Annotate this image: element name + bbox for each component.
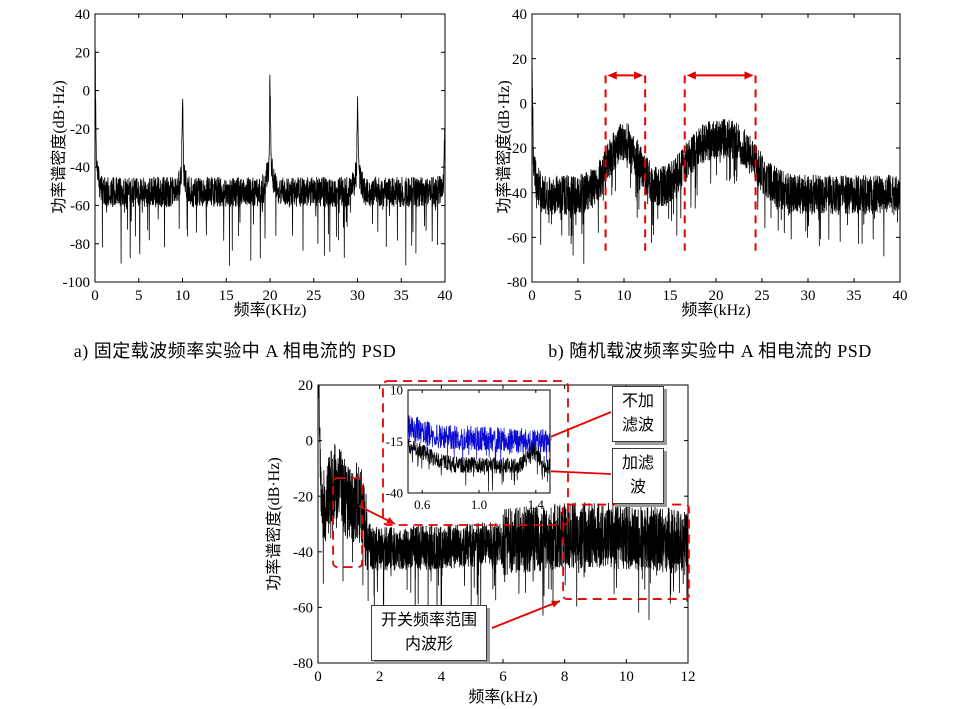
y-tick-label: -80 <box>293 656 313 672</box>
y-tick-label: 0 <box>83 84 91 100</box>
y-tick-label: -60 <box>293 601 313 617</box>
x-tick-label: 35 <box>394 288 409 304</box>
highlight-rect <box>562 503 690 600</box>
x-tick-label: 15 <box>663 288 678 304</box>
x-tick-label: 10 <box>175 288 190 304</box>
plot-b-ylabel: 功率谱密度(dB·Hz) <box>496 80 513 214</box>
psd-trace-unfiltered <box>408 415 550 468</box>
caption-a: a) 固定载波频率实验中 A 相电流的 PSD <box>73 341 397 361</box>
arrowhead <box>551 600 560 608</box>
psd-trace <box>318 385 688 641</box>
x-tick-label: 15 <box>219 288 234 304</box>
plot-c-xlabel: 频率(kHz) <box>468 689 538 706</box>
callout-arrow <box>542 411 612 441</box>
y-tick-label: -40 <box>386 485 403 500</box>
y-tick-label: -60 <box>70 199 90 215</box>
x-tick-label: 0.6 <box>414 497 431 512</box>
plot-c-ylabel: 功率谱密度(dB·Hz) <box>266 457 283 591</box>
y-tick-label: -20 <box>293 489 313 505</box>
x-tick-label: 30 <box>801 288 816 304</box>
x-tick-label: 25 <box>306 288 321 304</box>
arrowhead <box>607 71 617 80</box>
y-tick-label: 0 <box>306 434 314 450</box>
y-tick-label: -20 <box>70 122 90 138</box>
arrowhead <box>744 71 754 80</box>
x-tick-label: 1.0 <box>471 497 487 512</box>
x-tick-label: 20 <box>709 288 724 304</box>
y-tick-label: 0 <box>520 96 528 112</box>
arrowhead <box>386 517 395 524</box>
label-switching-frequency-range: 开关频率范围 内波形 <box>371 605 488 661</box>
psd-trace <box>532 68 900 264</box>
x-tick-label: 2 <box>376 669 384 685</box>
label-no-filter: 不加 滤波 <box>612 386 665 442</box>
x-tick-label: 40 <box>438 288 453 304</box>
y-tick-label: -15 <box>386 434 403 449</box>
y-tick-label: 20 <box>298 378 313 394</box>
x-tick-label: 6 <box>499 669 507 685</box>
x-tick-label: 5 <box>135 288 143 304</box>
x-tick-label: 0 <box>91 288 99 304</box>
plot-b-xlabel: 频率(kHz) <box>681 302 751 319</box>
x-tick-label: 4 <box>438 669 446 685</box>
psd-trace <box>95 48 445 266</box>
y-tick-label: 40 <box>75 7 90 23</box>
x-tick-label: 25 <box>755 288 770 304</box>
y-tick-label: 20 <box>75 45 90 61</box>
x-tick-label: 0 <box>314 669 322 685</box>
plot-a-xlabel: 频率(KHz) <box>233 302 307 319</box>
y-tick-label: -60 <box>507 230 527 246</box>
y-tick-label: -40 <box>293 545 313 561</box>
y-tick-label: -80 <box>507 275 527 291</box>
x-tick-label: 35 <box>847 288 862 304</box>
x-tick-label: 20 <box>263 288 278 304</box>
y-tick-label: -80 <box>70 237 90 253</box>
x-tick-label: 10 <box>617 288 632 304</box>
label-filter: 加滤 波 <box>612 448 665 504</box>
x-tick-label: 1.4 <box>528 497 545 512</box>
psd-trace-filtered <box>408 438 550 492</box>
x-tick-label: 10 <box>619 669 634 685</box>
arrowhead <box>686 71 696 80</box>
x-tick-label: 0 <box>528 288 536 304</box>
y-tick-label: -40 <box>70 160 90 176</box>
y-tick-label: 20 <box>512 52 527 68</box>
y-tick-label: 10 <box>390 382 403 397</box>
x-tick-label: 40 <box>893 288 908 304</box>
x-tick-label: 5 <box>574 288 582 304</box>
arrowhead <box>634 71 644 80</box>
callout-arrow <box>491 600 561 629</box>
plot-a-ylabel: 功率谱密度(dB·Hz) <box>51 80 68 214</box>
inset-frame <box>382 380 569 526</box>
y-tick-label: -100 <box>63 275 91 291</box>
highlight-rect <box>332 477 363 568</box>
y-tick-label: -20 <box>507 141 527 157</box>
y-tick-label: -40 <box>507 186 527 202</box>
x-tick-label: 30 <box>350 288 365 304</box>
caption-b: b) 随机载波频率实验中 A 相电流的 PSD <box>548 341 872 361</box>
x-tick-label: 12 <box>681 669 696 685</box>
x-tick-label: 8 <box>561 669 569 685</box>
psd-a-axes-box <box>94 13 446 283</box>
y-tick-label: 40 <box>512 7 527 23</box>
